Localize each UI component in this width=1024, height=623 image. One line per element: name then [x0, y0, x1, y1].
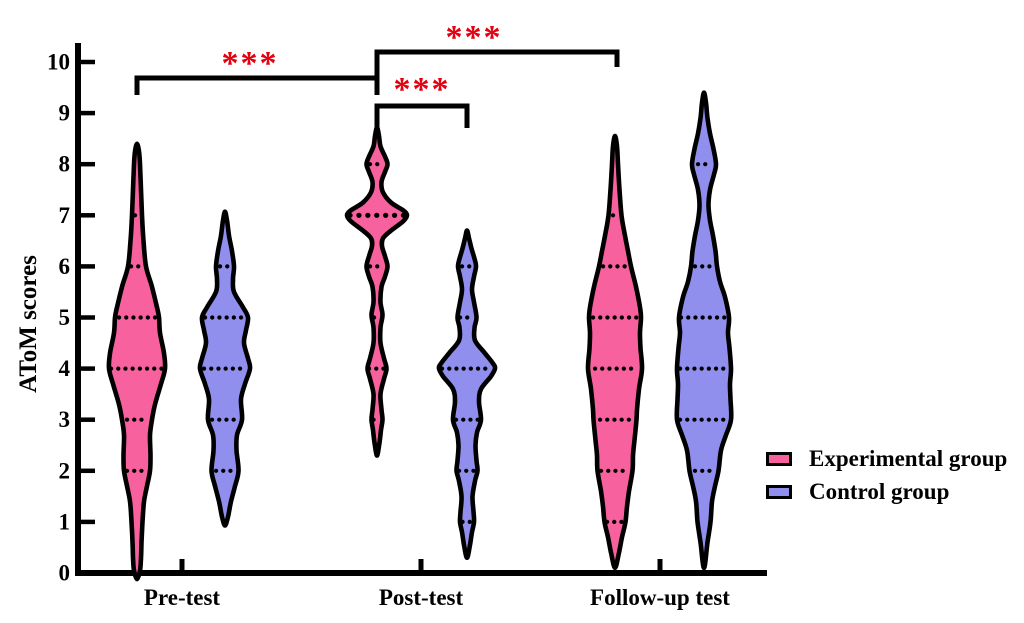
bracket-line — [374, 103, 470, 128]
y-tick-label: 5 — [59, 305, 71, 330]
y-tick-label: 8 — [59, 152, 71, 177]
x-category-label: Post-test — [379, 585, 464, 610]
significance-stars: *** — [394, 71, 451, 108]
violin-outline — [674, 90, 734, 571]
significance-bracket: *** — [134, 45, 380, 95]
y-tick-label: 9 — [59, 101, 71, 126]
violin-pre-test-experimental — [106, 141, 168, 582]
legend-label-control: Control group — [809, 479, 950, 504]
significance-stars: *** — [222, 45, 279, 82]
y-tick-label: 3 — [59, 407, 71, 432]
y-tick-label: 1 — [59, 509, 71, 534]
violin-outline — [106, 141, 168, 582]
violin-post-test-control — [436, 228, 498, 560]
y-tick-label: 6 — [59, 254, 71, 279]
x-category-label: Pre-test — [144, 585, 221, 610]
significance-stars: *** — [446, 19, 503, 56]
violin-follow-up-test-experimental — [585, 133, 645, 571]
significance-bracket: *** — [374, 71, 470, 128]
y-tick-label: 10 — [47, 50, 70, 75]
legend: Experimental group Control group — [766, 446, 1007, 512]
bracket-line — [374, 49, 620, 95]
y-tick-label: 4 — [59, 356, 71, 381]
y-tick-label: 2 — [59, 458, 71, 483]
significance-bracket: *** — [374, 19, 620, 95]
legend-item-control: Control group — [766, 479, 1007, 505]
experimental-swatch — [766, 452, 792, 466]
legend-item-experimental: Experimental group — [766, 446, 1007, 472]
violin-post-test-experimental — [344, 125, 410, 458]
violin-follow-up-test-control — [674, 90, 734, 571]
y-axis-title: AToM scores — [15, 255, 42, 393]
x-category-label: Follow-up test — [590, 585, 730, 610]
violin-outline — [344, 125, 410, 458]
violin-outline — [585, 133, 645, 571]
y-tick-label: 7 — [59, 203, 71, 228]
control-swatch — [766, 485, 792, 499]
violin-outline — [436, 228, 498, 560]
violin-pre-test-control — [197, 209, 253, 528]
legend-label-experimental: Experimental group — [809, 446, 1008, 471]
y-tick-label: 0 — [59, 561, 71, 586]
